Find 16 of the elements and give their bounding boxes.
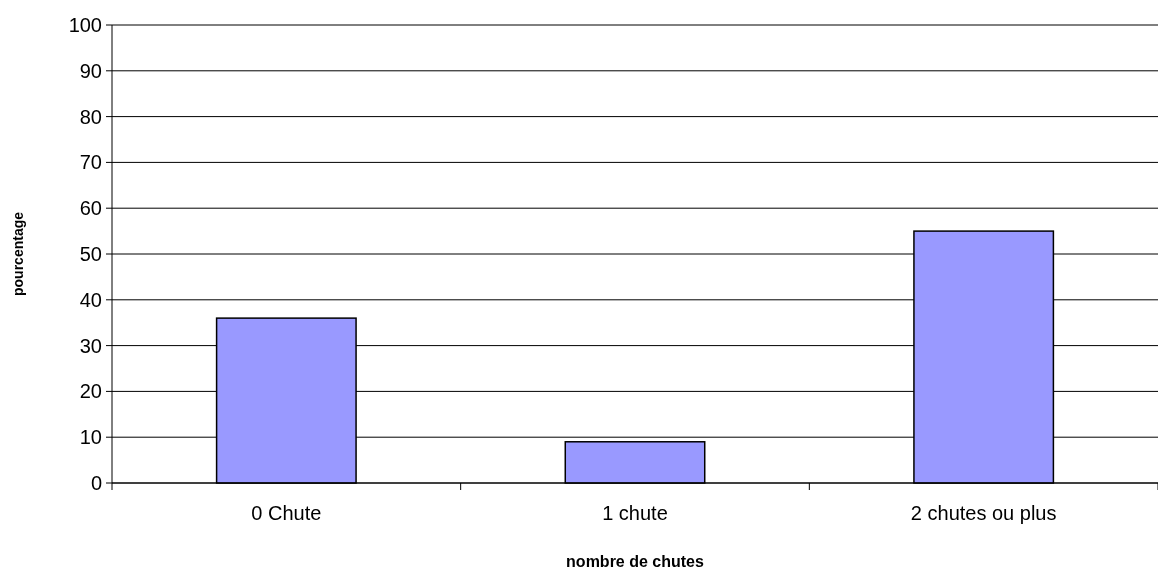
y-tick-label: 20 — [79, 380, 102, 403]
y-tick-label: 30 — [79, 334, 102, 357]
x-tick-label: 2 chutes ou plus — [910, 502, 1057, 524]
y-tick-label: 10 — [79, 426, 102, 449]
x-tick-label: 1 chute — [602, 502, 668, 524]
y-tick-label: 0 — [90, 472, 102, 494]
y-tick-label: 40 — [79, 288, 102, 311]
y-tick-label: 70 — [79, 151, 102, 174]
y-tick-label: 60 — [79, 197, 102, 220]
y-tick-label: 90 — [79, 59, 102, 82]
y-tick-label: 100 — [68, 14, 102, 36]
x-axis-title: nombre de chutes — [566, 553, 704, 570]
x-tick-label: 0 Chute — [251, 502, 322, 524]
y-axis-title: pourcentage — [10, 211, 26, 297]
y-tick-label: 50 — [79, 243, 102, 265]
y-tick-label: 80 — [79, 105, 102, 128]
